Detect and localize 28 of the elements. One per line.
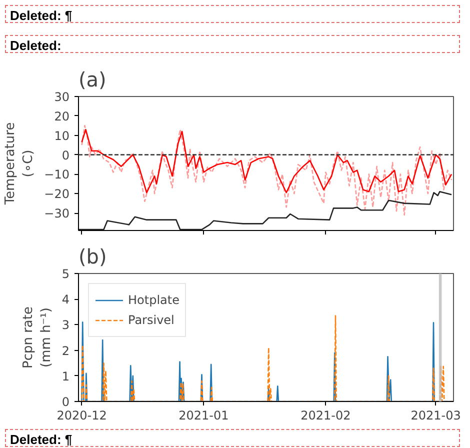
x-tick-label: 2021-02 xyxy=(300,408,351,422)
y-tick-label: 30 xyxy=(54,90,70,104)
legend-label: Hotplate xyxy=(128,293,180,307)
x-tick-label: 2020-12 xyxy=(56,408,107,422)
y-tick-label: 0 xyxy=(62,395,70,409)
y-tick-label: −20 xyxy=(44,187,70,202)
y-tick-label: −10 xyxy=(44,168,70,182)
y-tick-label: 4 xyxy=(62,292,70,307)
chart-title: (a) xyxy=(78,68,106,92)
text: Deleted: ¶ xyxy=(10,431,72,448)
line-series xyxy=(81,124,452,216)
y-tick-label: 3 xyxy=(62,318,70,332)
y-tick-label: 10 xyxy=(54,128,70,143)
line-series xyxy=(81,128,452,194)
y-tick-label: 0 xyxy=(62,148,70,162)
y-tick-label: 5 xyxy=(62,267,70,281)
y-tick-label: 1 xyxy=(62,369,70,384)
y-axis-title: Temperature (∘C) xyxy=(3,122,36,206)
y-tick-label: −30 xyxy=(44,206,70,221)
legend-label: Parsivel xyxy=(128,313,174,327)
x-tick-label: 2021-03 xyxy=(410,408,461,422)
x-tick-label: 2021-01 xyxy=(178,408,229,422)
text: Deleted: ¶ xyxy=(10,7,72,25)
y-tick-label: 20 xyxy=(54,109,70,124)
chart-title: (b) xyxy=(78,244,107,268)
y-axis-title: Pcpn rate (mm h⁻¹) xyxy=(20,306,54,369)
text: Deleted: xyxy=(10,37,62,55)
y-tick-label: 2 xyxy=(62,344,70,358)
